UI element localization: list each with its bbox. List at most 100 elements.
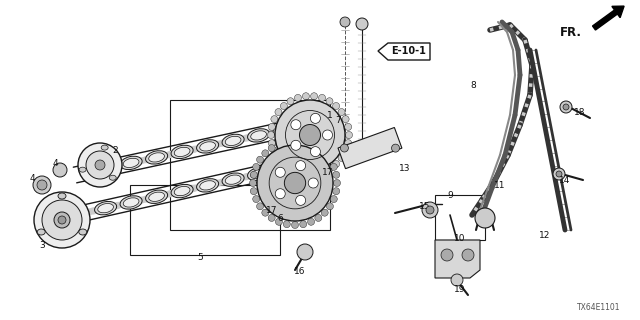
Circle shape bbox=[345, 140, 351, 147]
Ellipse shape bbox=[228, 175, 241, 183]
Circle shape bbox=[310, 93, 317, 100]
Ellipse shape bbox=[228, 137, 241, 144]
Circle shape bbox=[422, 202, 438, 218]
Circle shape bbox=[308, 141, 315, 148]
Circle shape bbox=[287, 98, 294, 105]
Circle shape bbox=[326, 203, 333, 210]
Circle shape bbox=[333, 188, 340, 195]
Ellipse shape bbox=[98, 204, 113, 213]
Circle shape bbox=[95, 160, 105, 170]
Circle shape bbox=[268, 132, 275, 139]
Ellipse shape bbox=[248, 167, 269, 181]
Ellipse shape bbox=[276, 165, 288, 172]
Circle shape bbox=[441, 249, 453, 261]
Circle shape bbox=[268, 214, 275, 221]
Circle shape bbox=[475, 208, 495, 228]
Circle shape bbox=[462, 249, 474, 261]
Ellipse shape bbox=[251, 131, 266, 140]
Polygon shape bbox=[435, 240, 480, 278]
Ellipse shape bbox=[276, 164, 292, 173]
Ellipse shape bbox=[273, 162, 295, 175]
Circle shape bbox=[268, 124, 275, 130]
Ellipse shape bbox=[152, 153, 164, 161]
Ellipse shape bbox=[146, 194, 159, 202]
Circle shape bbox=[333, 102, 340, 109]
Circle shape bbox=[284, 172, 306, 194]
Circle shape bbox=[250, 180, 257, 187]
Ellipse shape bbox=[223, 138, 236, 146]
Circle shape bbox=[392, 144, 399, 152]
Ellipse shape bbox=[87, 207, 100, 215]
Circle shape bbox=[346, 132, 353, 139]
Ellipse shape bbox=[171, 145, 193, 159]
Circle shape bbox=[284, 221, 291, 228]
Ellipse shape bbox=[120, 156, 142, 170]
Circle shape bbox=[319, 94, 326, 101]
Ellipse shape bbox=[123, 199, 135, 207]
Circle shape bbox=[250, 171, 257, 178]
Ellipse shape bbox=[241, 173, 253, 180]
Circle shape bbox=[303, 93, 309, 100]
Circle shape bbox=[291, 120, 301, 130]
Circle shape bbox=[271, 148, 278, 154]
Ellipse shape bbox=[140, 156, 153, 163]
Circle shape bbox=[250, 188, 257, 195]
Circle shape bbox=[300, 124, 321, 146]
Ellipse shape bbox=[264, 129, 276, 137]
Circle shape bbox=[280, 161, 287, 167]
Text: 17: 17 bbox=[266, 205, 278, 214]
Ellipse shape bbox=[252, 132, 265, 139]
Text: 10: 10 bbox=[454, 234, 466, 243]
Ellipse shape bbox=[175, 148, 188, 156]
Circle shape bbox=[326, 98, 333, 105]
Ellipse shape bbox=[116, 200, 129, 208]
Ellipse shape bbox=[148, 192, 164, 201]
Ellipse shape bbox=[111, 162, 124, 170]
Ellipse shape bbox=[145, 151, 168, 164]
Circle shape bbox=[338, 108, 345, 116]
Ellipse shape bbox=[299, 122, 312, 129]
Ellipse shape bbox=[199, 182, 212, 190]
Text: TX64E1101: TX64E1101 bbox=[577, 303, 620, 313]
Circle shape bbox=[291, 138, 298, 145]
Ellipse shape bbox=[311, 157, 324, 164]
Ellipse shape bbox=[264, 168, 276, 175]
Ellipse shape bbox=[134, 196, 147, 204]
Ellipse shape bbox=[246, 133, 259, 140]
Ellipse shape bbox=[37, 229, 45, 235]
Text: 7: 7 bbox=[335, 116, 341, 124]
Circle shape bbox=[333, 180, 340, 187]
Circle shape bbox=[262, 209, 269, 216]
Ellipse shape bbox=[222, 173, 244, 186]
Ellipse shape bbox=[287, 124, 300, 132]
Circle shape bbox=[275, 167, 285, 177]
Ellipse shape bbox=[241, 134, 253, 142]
Circle shape bbox=[330, 196, 337, 203]
Ellipse shape bbox=[293, 123, 306, 130]
Circle shape bbox=[451, 274, 463, 286]
Text: 4: 4 bbox=[29, 173, 35, 182]
Circle shape bbox=[342, 116, 349, 123]
Ellipse shape bbox=[99, 204, 112, 212]
Circle shape bbox=[296, 195, 306, 205]
Circle shape bbox=[275, 100, 345, 170]
Ellipse shape bbox=[305, 158, 317, 166]
Ellipse shape bbox=[174, 187, 190, 196]
Polygon shape bbox=[378, 43, 430, 60]
Ellipse shape bbox=[182, 186, 194, 194]
Ellipse shape bbox=[105, 164, 118, 171]
Ellipse shape bbox=[129, 158, 141, 166]
Ellipse shape bbox=[246, 172, 259, 179]
Circle shape bbox=[262, 150, 269, 157]
Circle shape bbox=[323, 130, 333, 140]
Circle shape bbox=[300, 221, 307, 228]
Ellipse shape bbox=[225, 136, 241, 146]
Circle shape bbox=[345, 124, 351, 130]
Circle shape bbox=[268, 140, 275, 147]
Ellipse shape bbox=[193, 183, 206, 191]
Circle shape bbox=[53, 163, 67, 177]
Circle shape bbox=[291, 140, 301, 150]
Circle shape bbox=[338, 155, 345, 161]
Circle shape bbox=[326, 165, 333, 172]
Ellipse shape bbox=[196, 179, 219, 192]
